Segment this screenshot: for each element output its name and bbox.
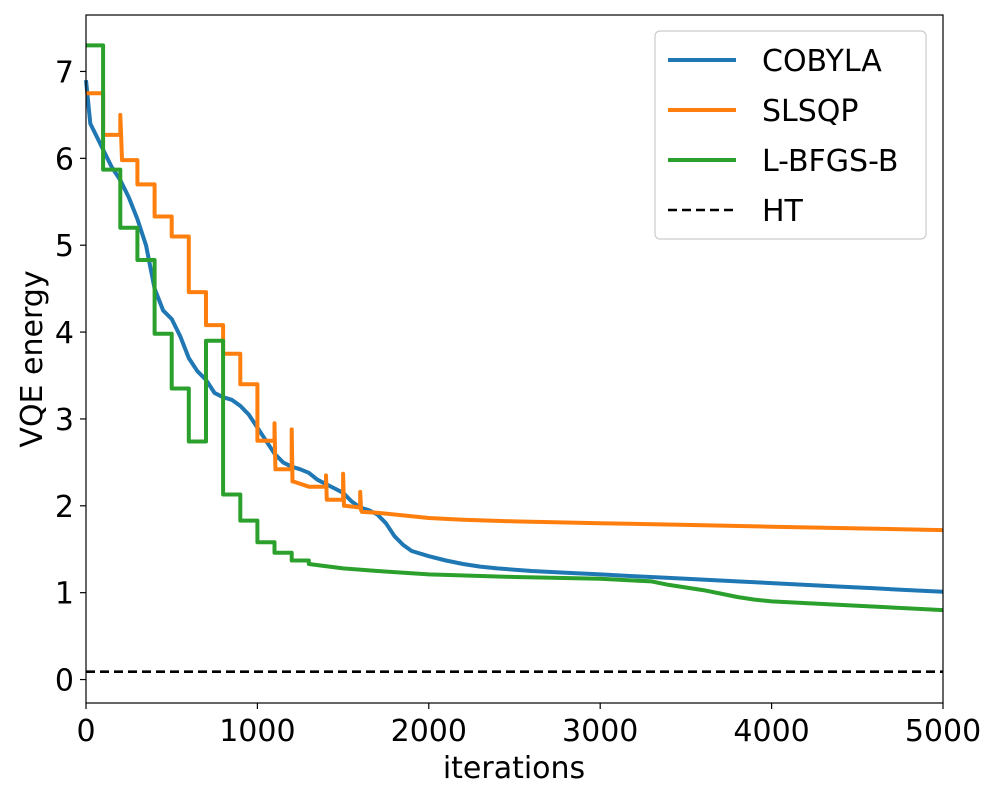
x-axis: 0 1000 2000 3000 4000 5000 bbox=[76, 703, 981, 749]
y-tick-label: 7 bbox=[55, 55, 74, 90]
y-tick-label: 2 bbox=[55, 490, 74, 525]
x-axis-label: iterations bbox=[443, 751, 585, 786]
x-tick-label: 5000 bbox=[905, 714, 981, 749]
x-tick-label: 2000 bbox=[391, 714, 467, 749]
legend-label: COBYLA bbox=[762, 44, 882, 79]
y-tick-label: 6 bbox=[55, 142, 74, 177]
x-tick-label: 1000 bbox=[219, 714, 295, 749]
series-line-cobyla bbox=[84, 80, 944, 594]
y-tick-label: 5 bbox=[55, 229, 74, 264]
series-line-slsqp bbox=[86, 91, 944, 533]
series-line-l-bfgs-b bbox=[86, 43, 944, 613]
legend-label: HT bbox=[762, 194, 804, 229]
plot-frame bbox=[85, 14, 944, 704]
y-axis: 0 1 2 3 4 5 6 7 bbox=[55, 55, 86, 699]
y-tick-label: 3 bbox=[55, 403, 74, 438]
legend-label: SLSQP bbox=[762, 94, 859, 129]
y-axis-label: VQE energy bbox=[15, 270, 50, 447]
x-tick-label: 4000 bbox=[733, 714, 809, 749]
y-tick-label: 0 bbox=[55, 664, 74, 699]
y-tick-label: 4 bbox=[55, 316, 74, 351]
x-tick-label: 0 bbox=[76, 714, 95, 749]
legend-box bbox=[654, 30, 927, 240]
x-tick-label: 3000 bbox=[562, 714, 638, 749]
legend-label: L-BFGS-B bbox=[762, 144, 898, 179]
series-layer bbox=[84, 43, 944, 673]
legend: COBYLA SLSQP L-BFGS-B HT bbox=[654, 30, 927, 240]
y-tick-label: 1 bbox=[55, 577, 74, 612]
